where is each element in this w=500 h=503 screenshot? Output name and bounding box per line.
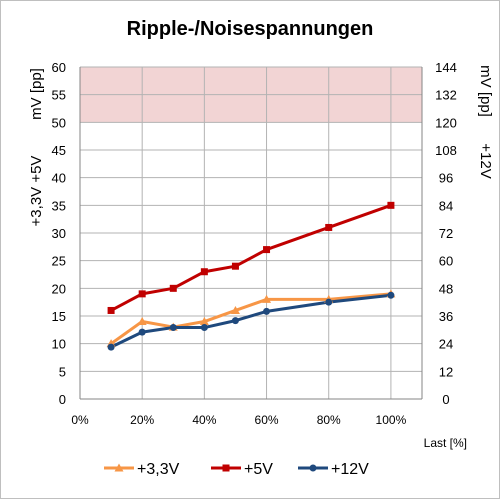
data-point — [138, 328, 146, 336]
right-axis-label-unit: mV [pp] — [477, 65, 494, 117]
left-tick-label: 20 — [52, 281, 66, 296]
right-tick-label: 84 — [439, 198, 453, 213]
x-tick-label: 40% — [192, 413, 216, 427]
series-line — [110, 293, 392, 349]
left-axis-label-unit: mV [pp] — [28, 68, 45, 120]
legend: +3,3V +5V +12V — [104, 461, 369, 478]
x-axis-label: Last [%] — [424, 436, 467, 450]
left-tick-label: 60 — [52, 60, 66, 75]
data-point — [107, 306, 115, 314]
data-point — [169, 324, 177, 332]
data-point — [199, 317, 209, 326]
data-point — [230, 305, 240, 314]
data-point — [263, 307, 271, 315]
right-tick-label: 108 — [435, 143, 457, 158]
right-tick-label: 24 — [439, 337, 453, 352]
legend-label: +3,3V — [137, 461, 180, 478]
data-point — [325, 298, 333, 306]
data-point — [387, 201, 395, 209]
right-tick-label: 12 — [439, 364, 453, 379]
right-tick-label: 144 — [435, 60, 457, 75]
data-point — [138, 290, 146, 298]
left-tick-label: 15 — [52, 309, 66, 324]
data-point — [325, 223, 333, 231]
data-point — [137, 317, 147, 326]
right-tick-label: 132 — [435, 88, 457, 103]
right-tick-label: 96 — [439, 171, 453, 186]
left-tick-label: 5 — [59, 364, 66, 379]
x-tick-label: 80% — [317, 413, 341, 427]
data-point — [231, 262, 239, 270]
x-tick-label: 20% — [130, 413, 154, 427]
left-tick-label: 30 — [52, 226, 66, 241]
data-point — [200, 324, 208, 332]
right-tick-label: 60 — [439, 254, 453, 269]
x-tick-label: 100% — [376, 413, 407, 427]
left-tick-label: 25 — [52, 254, 66, 269]
right-tick-label: 36 — [439, 309, 453, 324]
chart-title: Ripple-/Noisespannungen — [127, 18, 374, 40]
legend-swatch-marker — [114, 463, 124, 472]
data-point — [169, 284, 177, 292]
left-tick-label: 35 — [52, 198, 66, 213]
right-tick-label: 48 — [439, 281, 453, 296]
right-tick-label: 120 — [435, 115, 457, 130]
data-point — [387, 291, 395, 299]
left-tick-label: 55 — [52, 88, 66, 103]
legend-label: +5V — [244, 461, 273, 478]
series-line — [110, 292, 392, 345]
left-tick-label: 40 — [52, 171, 66, 186]
data-point — [262, 294, 272, 303]
x-tick-label: 0% — [71, 413, 89, 427]
left-axis-label-series: +3,3V +5V — [28, 156, 45, 227]
series-line — [110, 203, 392, 312]
data-point — [231, 317, 239, 325]
legend-label: +12V — [331, 461, 369, 478]
left-tick-label: 50 — [52, 115, 66, 130]
data-point — [200, 268, 208, 276]
right-axis-label-series: +12V — [477, 143, 494, 178]
left-tick-label: 10 — [52, 337, 66, 352]
x-tick-label: 60% — [255, 413, 279, 427]
data-point — [107, 343, 115, 351]
right-tick-label: 0 — [442, 392, 449, 407]
right-tick-label: 72 — [439, 226, 453, 241]
left-tick-label: 0 — [59, 392, 66, 407]
legend-swatch-marker — [309, 464, 317, 472]
data-point — [263, 246, 271, 254]
legend-swatch-marker — [222, 464, 230, 472]
left-tick-label: 45 — [52, 143, 66, 158]
